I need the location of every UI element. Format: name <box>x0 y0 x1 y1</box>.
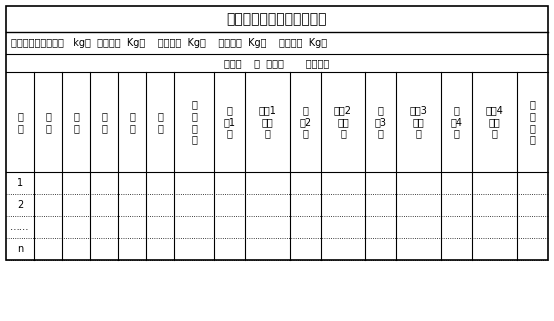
Text: 轴
组3
重: 轴 组3 重 <box>375 105 387 139</box>
Text: 1: 1 <box>17 178 23 188</box>
Text: 序
号: 序 号 <box>17 111 23 133</box>
Text: 时
间: 时 间 <box>45 111 51 133</box>
Text: 轴载谱调查系统标定记录表: 轴载谱调查系统标定记录表 <box>227 12 327 26</box>
Bar <box>6 6 548 260</box>
Text: 轴组1
重误
差: 轴组1 重误 差 <box>258 105 276 139</box>
Text: 总
重
误
差: 总 重 误 差 <box>191 100 197 144</box>
Text: 2: 2 <box>17 200 23 210</box>
Text: 速
度: 速 度 <box>101 111 107 133</box>
Text: 轴组4
重误
差: 轴组4 重误 差 <box>486 105 504 139</box>
Text: 轴组3
重误
差: 轴组3 重误 差 <box>410 105 428 139</box>
Text: ……: …… <box>11 222 30 232</box>
Text: 轴
组2
重: 轴 组2 重 <box>299 105 311 139</box>
Text: 总
重: 总 重 <box>157 111 163 133</box>
Text: 轴
组1
重: 轴 组1 重 <box>223 105 235 139</box>
Text: 车型：    ；  日期：       检测点：: 车型： ； 日期： 检测点： <box>224 58 330 68</box>
Text: 轴组2
重误
差: 轴组2 重误 差 <box>334 105 352 139</box>
Text: 标定车辆静态总重：   kg；  轴组１重  Kg；    轴组２重  Kg；    轴组３重  Kg；    轴组４重  Kg；: 标定车辆静态总重： kg； 轴组１重 Kg； 轴组２重 Kg； 轴组３重 Kg；… <box>11 38 327 48</box>
Text: n: n <box>17 244 23 254</box>
Text: 轴
组4
重: 轴 组4 重 <box>451 105 463 139</box>
Text: 车
道: 车 道 <box>73 111 79 133</box>
Text: 行
车
方
向: 行 车 方 向 <box>530 100 536 144</box>
Text: 轴
数: 轴 数 <box>130 111 135 133</box>
